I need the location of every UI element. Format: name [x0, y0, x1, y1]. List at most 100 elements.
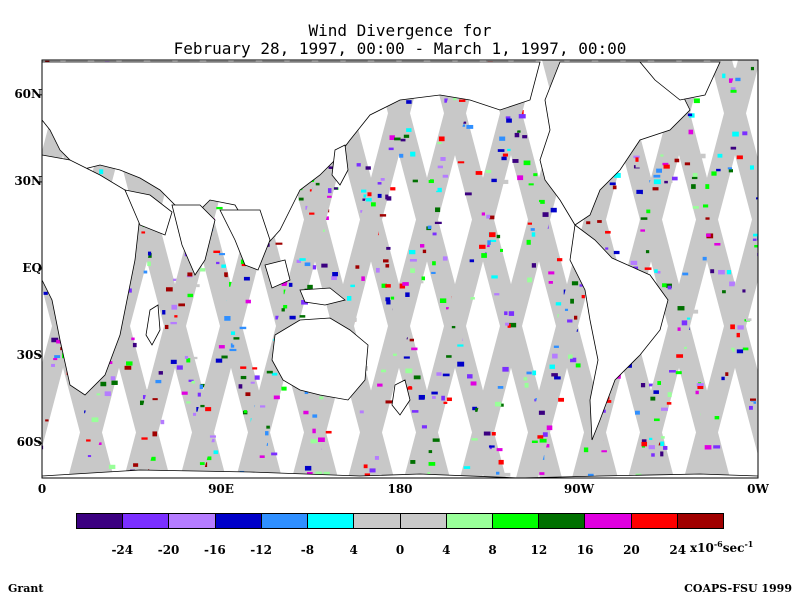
swath-speckle [386, 196, 392, 201]
swath-speckle [188, 379, 194, 382]
swath-speckle [199, 268, 206, 272]
color-scale-bar [76, 513, 724, 529]
swath-speckle [131, 337, 135, 341]
lat-label-30s: 30S [16, 348, 42, 363]
swath-speckle [697, 385, 704, 390]
swath-speckle [681, 320, 688, 326]
swath-band [318, 60, 450, 478]
swath-speckle [327, 195, 332, 198]
swath-speckle [281, 308, 285, 312]
swath-speckle [333, 187, 338, 190]
swath-speckle [764, 194, 770, 197]
swath-speckle [400, 138, 406, 142]
swath-speckle [243, 410, 247, 413]
swath-speckle [646, 209, 651, 214]
swath-speckle [302, 438, 308, 443]
swath-speckle [614, 172, 621, 178]
swath-speckle [110, 376, 116, 381]
swath-speckle [323, 471, 330, 475]
swath-speckle [503, 472, 511, 477]
swath-speckle [147, 261, 151, 267]
swath-speckle [475, 407, 479, 412]
swath-speckle [662, 162, 669, 166]
swath-speckle [186, 358, 191, 363]
swath-speckle [765, 404, 772, 406]
swath-speckle [410, 460, 416, 464]
swath-speckle [549, 364, 555, 369]
swath-speckle [737, 325, 744, 330]
swath-speckle [19, 285, 26, 288]
swath-speckle [365, 166, 371, 170]
swath-speckle [359, 397, 364, 400]
swath-speckle [736, 332, 740, 338]
swath-speckle [790, 351, 794, 354]
swath-speckle [579, 284, 585, 287]
swath-speckle [394, 302, 402, 308]
swath-speckle [630, 260, 638, 265]
swath-speckle [471, 194, 475, 199]
swath-speckle [759, 435, 762, 437]
swath-speckle [195, 464, 201, 470]
swath-speckle [481, 253, 487, 258]
swath-speckle [126, 377, 131, 382]
swath-band [628, 60, 758, 478]
swath-speckle [684, 162, 691, 166]
swath-speckle [307, 284, 313, 290]
swath-speckle [640, 383, 646, 388]
continent-africa [42, 154, 141, 396]
swath-speckle [550, 207, 557, 213]
swath-speckle [350, 284, 355, 288]
swath-speckle [296, 259, 302, 263]
swath-speckle [1, 311, 6, 313]
swath-speckle [410, 268, 415, 273]
swath-speckle [571, 281, 579, 286]
swath-speckle [483, 431, 491, 436]
swath-speckle [691, 184, 696, 189]
swath-speckle [530, 228, 535, 231]
swath-speckle [472, 406, 478, 411]
swath-speckle [2, 134, 9, 139]
swath-speckle [433, 186, 438, 191]
swath-speckle [51, 337, 59, 343]
island-japan [331, 144, 349, 186]
color-scale-cell [585, 514, 632, 528]
swath-speckle [796, 123, 800, 127]
swath-speckle [606, 469, 610, 472]
swath-speckle [780, 191, 786, 195]
swath-speckle [184, 355, 189, 359]
swath-speckle [762, 231, 766, 236]
swath-speckle [243, 276, 250, 281]
swath-speckle [722, 290, 726, 294]
swath-speckle [7, 104, 11, 107]
swath-speckle [523, 160, 531, 166]
swath-speckle [327, 188, 332, 194]
swath-speckle [766, 167, 772, 170]
swath-speckle [438, 136, 445, 142]
swath-speckle [428, 450, 433, 454]
swath-speckle [686, 317, 691, 320]
swath-speckle [458, 99, 466, 102]
swath-speckle [266, 370, 273, 374]
swath-speckle [271, 372, 278, 376]
swath-speckle [539, 472, 545, 475]
swath-speckle [727, 286, 735, 292]
swath-speckle [605, 400, 612, 403]
swath-speckle [239, 326, 247, 330]
swath-speckle [403, 380, 410, 385]
swath-speckle [12, 113, 18, 115]
swath-speckle [786, 119, 790, 122]
swath-speckle [139, 400, 145, 406]
swath-speckle [346, 295, 352, 301]
swath-speckle [467, 238, 472, 242]
swath-speckle [283, 304, 288, 309]
swath-speckle [575, 363, 581, 368]
swath-speckle [389, 135, 395, 140]
swath-speckle [0, 129, 5, 131]
swath-speckle [436, 187, 442, 193]
swath-speckle [355, 281, 361, 287]
swath-speckle [531, 433, 536, 439]
swath-speckle [363, 464, 368, 469]
swath-speckle [141, 231, 146, 234]
swath-speckle [385, 297, 390, 302]
